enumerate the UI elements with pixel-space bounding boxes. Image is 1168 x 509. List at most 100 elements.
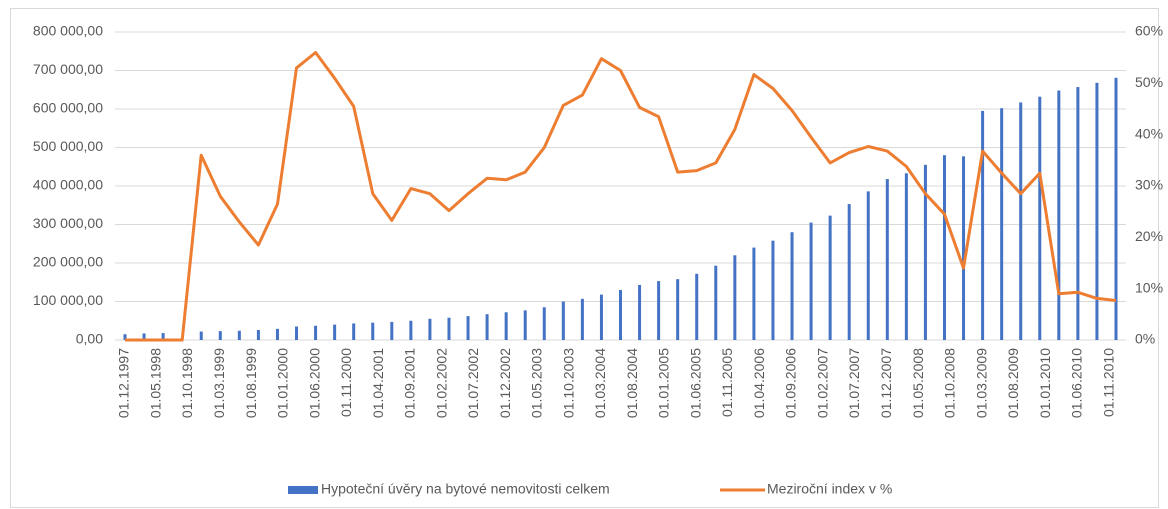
bar — [771, 240, 775, 340]
chart-frame — [10, 8, 1159, 508]
bar — [123, 334, 127, 340]
bar — [447, 317, 451, 340]
y2-tick-label: 10% — [1135, 279, 1163, 295]
bar — [142, 333, 146, 340]
bar — [942, 155, 946, 340]
x-tick-label: 01.09.2006 — [783, 348, 799, 418]
x-tick-label: 01.10.2003 — [560, 348, 576, 418]
bar — [752, 247, 756, 340]
bar — [314, 325, 318, 340]
bar — [638, 284, 642, 340]
bar — [1057, 90, 1061, 341]
bar — [523, 310, 527, 340]
bar — [199, 331, 203, 340]
y-tick-label: 700 000,00 — [33, 61, 103, 77]
x-tick-label: 01.10.2008 — [942, 348, 958, 418]
bar — [352, 323, 356, 340]
bar — [390, 321, 394, 340]
bar — [962, 156, 966, 340]
bar — [580, 298, 584, 340]
x-tick-label: 01.02.2007 — [814, 348, 830, 418]
x-tick-label: 01.01.2010 — [1037, 348, 1053, 418]
bar — [790, 232, 794, 340]
bar — [275, 328, 279, 340]
bar — [295, 326, 299, 340]
y-tick-label: 100 000,00 — [33, 292, 103, 308]
bar — [256, 329, 260, 340]
bar — [1114, 77, 1118, 340]
bar — [904, 173, 908, 340]
bar — [428, 318, 432, 340]
bar — [1019, 102, 1023, 340]
x-tick-label: 01.08.2004 — [624, 348, 640, 418]
bar — [333, 324, 337, 340]
x-tick-label: 01.06.2010 — [1069, 348, 1085, 418]
bar — [1076, 87, 1080, 341]
x-tick-label: 01.05.1998 — [147, 348, 163, 418]
x-tick-label: 01.02.2002 — [433, 348, 449, 418]
bar — [885, 179, 889, 340]
bar — [466, 316, 470, 340]
bar — [599, 294, 603, 340]
x-tick-label: 01.07.2002 — [465, 348, 481, 418]
bar — [657, 281, 661, 340]
bar — [714, 265, 718, 340]
line — [125, 51, 1117, 342]
y2-tick-label: 20% — [1135, 228, 1163, 244]
x-tick-label: 01.01.2005 — [656, 348, 672, 418]
bar — [923, 164, 927, 340]
bar — [847, 204, 851, 340]
legend-swatch — [288, 486, 318, 494]
x-tick-label: 01.05.2003 — [529, 348, 545, 418]
x-tick-label: 01.11.2010 — [1100, 348, 1116, 417]
bar — [485, 314, 489, 340]
x-tick-label: 01.11.2000 — [338, 348, 354, 417]
y-tick-label: 0,00 — [76, 331, 103, 347]
y-tick-label: 300 000,00 — [33, 215, 103, 231]
bar — [161, 333, 165, 340]
y2-tick-label: 40% — [1135, 125, 1163, 141]
x-tick-label: 01.03.2009 — [973, 348, 989, 418]
y-tick-label: 400 000,00 — [33, 177, 103, 193]
bar — [1000, 108, 1004, 340]
x-tick-label: 01.08.1999 — [243, 348, 259, 418]
x-tick-label: 01.04.2006 — [751, 348, 767, 418]
x-tick-label: 01.04.2001 — [370, 348, 386, 418]
bar — [409, 320, 413, 340]
bar — [619, 289, 622, 340]
bar — [866, 191, 870, 340]
y2-tick-label: 60% — [1135, 23, 1163, 39]
y-tick-label: 500 000,00 — [33, 138, 103, 154]
bar — [695, 273, 699, 340]
bar — [504, 312, 508, 340]
legend-label: Hypoteční úvěry na bytové nemovitosti ce… — [321, 481, 610, 497]
y2-tick-label: 0% — [1135, 331, 1155, 347]
bar — [1095, 82, 1099, 340]
x-tick-label: 01.07.2007 — [846, 348, 862, 418]
x-tick-label: 01.05.2008 — [910, 348, 926, 418]
x-tick-label: 01.03.2004 — [592, 348, 608, 418]
x-tick-label: 01.09.2001 — [402, 348, 418, 418]
bar — [542, 307, 546, 340]
bar — [218, 331, 222, 340]
bar — [371, 322, 375, 340]
x-tick-label: 01.10.1998 — [179, 348, 195, 418]
y-tick-label: 200 000,00 — [33, 254, 103, 270]
x-tick-label: 01.03.1999 — [211, 348, 227, 418]
bar — [733, 255, 737, 340]
bar — [828, 215, 832, 340]
x-tick-label: 01.06.2005 — [687, 348, 703, 418]
bar — [981, 110, 985, 340]
x-tick-label: 01.12.2002 — [497, 348, 513, 418]
x-tick-label: 01.01.2000 — [275, 348, 291, 418]
y2-tick-label: 30% — [1135, 177, 1163, 193]
x-tick-label: 01.11.2005 — [719, 348, 735, 417]
y2-tick-label: 50% — [1135, 74, 1163, 90]
legend-label: Meziroční index v % — [767, 481, 892, 497]
y-tick-label: 800 000,00 — [33, 23, 103, 39]
x-tick-label: 01.08.2009 — [1005, 348, 1021, 418]
bar — [561, 301, 565, 340]
bar — [1038, 96, 1042, 341]
x-tick-label: 01.06.2000 — [306, 348, 322, 418]
